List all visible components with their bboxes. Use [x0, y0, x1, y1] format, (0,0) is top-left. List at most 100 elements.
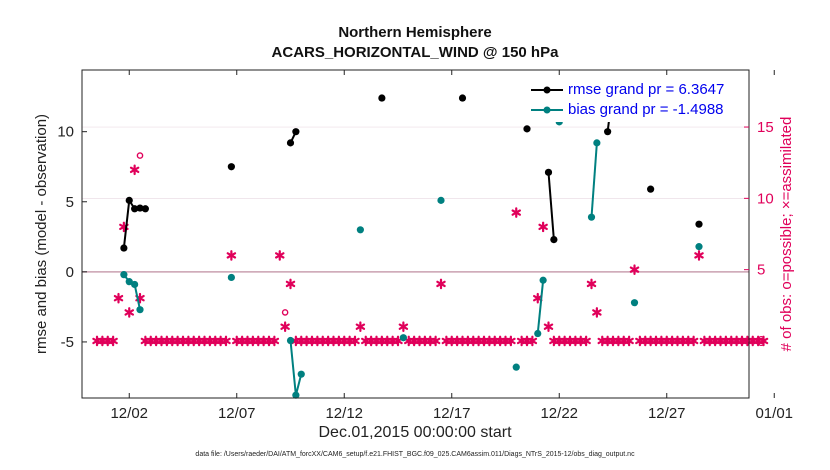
rmse-point: [120, 244, 128, 252]
obs-assimilated-zero-marker: [613, 335, 624, 347]
rmse-point: [695, 220, 703, 228]
obs-assimilated-zero-marker: [371, 335, 382, 347]
obs-assimilated-zero-marker: [490, 335, 500, 347]
bias-point: [297, 370, 305, 378]
obs-assimilated-marker: [285, 278, 296, 290]
obs-assimilated-zero-marker: [672, 335, 683, 347]
obs-assimilated-zero-marker: [178, 335, 188, 347]
obs-assimilated-marker: [511, 207, 521, 218]
obs-assimilated-zero-marker: [457, 335, 468, 347]
obs-assimilated-zero-marker: [108, 335, 118, 347]
rmse-point: [136, 204, 144, 212]
obs-assimilated-zero-marker: [565, 335, 575, 347]
obs-assimilated-zero-marker: [463, 335, 473, 347]
obs-assimilated-zero-marker: [237, 335, 247, 347]
bias-point: [286, 336, 295, 345]
rmse-point: [647, 185, 655, 193]
obs-assimilated-zero-marker: [146, 335, 156, 347]
bias-line: [590, 142, 598, 218]
obs-assimilated-zero-marker: [651, 335, 661, 347]
rmse-point: [544, 168, 553, 176]
obs-assimilated-marker: [543, 321, 554, 332]
chart-title: Northern Hemisphere: [338, 24, 492, 41]
obs-assimilated-zero-marker: [318, 335, 328, 347]
obs-assimilated-zero-marker: [597, 335, 607, 347]
obs-assimilated-zero-marker: [269, 335, 280, 347]
obs-assimilated-zero-marker: [301, 335, 312, 347]
obs-assimilated-zero-marker: [242, 335, 253, 347]
rmse-point: [604, 128, 612, 136]
obs-assimilated-zero-marker: [382, 335, 392, 347]
rmse-point: [458, 94, 467, 102]
x-axis-label: Dec.01,2015 00:00:00 start: [318, 424, 512, 441]
chart-subtitle: ACARS_HORIZONTAL_WIND @ 150 hPa: [271, 44, 559, 61]
obs-assimilated-zero-marker: [387, 335, 398, 347]
obs-assimilated-zero-marker: [296, 335, 306, 347]
obs-assimilated-marker: [113, 292, 124, 304]
obs-assimilated-zero-marker: [608, 335, 618, 347]
bias-point: [356, 226, 364, 234]
obs-assimilated-zero-marker: [447, 335, 457, 347]
y-tick-label: 0: [66, 264, 74, 281]
obs-assimilated-zero-marker: [468, 335, 478, 347]
bias-point: [437, 196, 445, 204]
obs-assimilated-zero-marker: [570, 335, 581, 347]
obs-assimilated-marker: [592, 307, 602, 318]
obs-assimilated-zero-marker: [715, 335, 726, 347]
obs-assimilated-zero-marker: [312, 335, 323, 347]
obs-assimilated-zero-marker: [441, 335, 452, 347]
obs-assimilated-zero-marker: [581, 335, 591, 347]
bias-point: [695, 243, 703, 251]
bias-point: [630, 299, 639, 307]
legend-label-rmse: rmse grand pr = 6.3647: [568, 81, 725, 98]
rmse-line: [547, 172, 555, 240]
legend: rmse grand pr = 6.3647 bias grand pr = -…: [528, 78, 748, 122]
obs-assimilated-marker: [629, 264, 640, 275]
obs-assimilated-zero-marker: [199, 335, 210, 347]
bias-point: [534, 329, 542, 338]
obs-assimilated-zero-marker: [258, 335, 269, 347]
bias-point: [136, 306, 144, 314]
obs-possible-marker: [136, 152, 144, 159]
bias-point: [227, 273, 235, 282]
bias-point: [125, 278, 133, 286]
obs-assimilated-zero-marker: [473, 335, 484, 347]
obs-assimilated-zero-marker: [334, 335, 344, 347]
x-tick-label: 12/02: [110, 405, 148, 422]
legend-item-bias: bias grand pr = -1.4988: [528, 100, 748, 120]
obs-assimilated-zero-marker: [726, 335, 736, 347]
obs-assimilated-zero-marker: [688, 335, 699, 347]
obs-assimilated-zero-marker: [414, 335, 425, 347]
obs-assimilated-zero-marker: [640, 335, 650, 347]
obs-assimilated-marker: [355, 321, 366, 332]
obs-assimilated-zero-marker: [361, 335, 371, 347]
obs-assimilated-zero-marker: [645, 335, 656, 347]
obs-assimilated-zero-marker: [221, 335, 231, 347]
obs-assimilated-zero-marker: [721, 335, 731, 347]
obs-assimilated-zero-marker: [731, 335, 742, 347]
y-right-tick-label: 10: [757, 190, 774, 207]
obs-assimilated-zero-marker: [495, 335, 505, 347]
x-tick-label: 01/01: [755, 405, 793, 422]
obs-assimilated-marker: [280, 321, 290, 332]
rmse-point: [292, 128, 300, 136]
y-right-tick-label: 0: [757, 333, 765, 350]
obs-assimilated-zero-marker: [328, 335, 339, 347]
rmse-point: [550, 236, 558, 244]
obs-assimilated-zero-marker: [705, 335, 715, 347]
obs-assimilated-zero-marker: [151, 335, 161, 347]
bias-point: [512, 363, 520, 371]
bias-point: [539, 276, 547, 284]
obs-assimilated-zero-marker: [624, 335, 634, 347]
bias-point: [131, 280, 139, 289]
obs-assimilated-zero-marker: [205, 335, 215, 347]
obs-assimilated-zero-marker: [748, 335, 758, 347]
obs-assimilated-zero-marker: [683, 335, 693, 347]
obs-assimilated-zero-marker: [506, 335, 516, 347]
bias-point: [593, 139, 601, 147]
obs-assimilated-zero-marker: [500, 335, 511, 347]
y-tick-label: 5: [66, 194, 74, 211]
obs-assimilated-zero-marker: [232, 335, 242, 347]
obs-assimilated-marker: [226, 250, 237, 261]
